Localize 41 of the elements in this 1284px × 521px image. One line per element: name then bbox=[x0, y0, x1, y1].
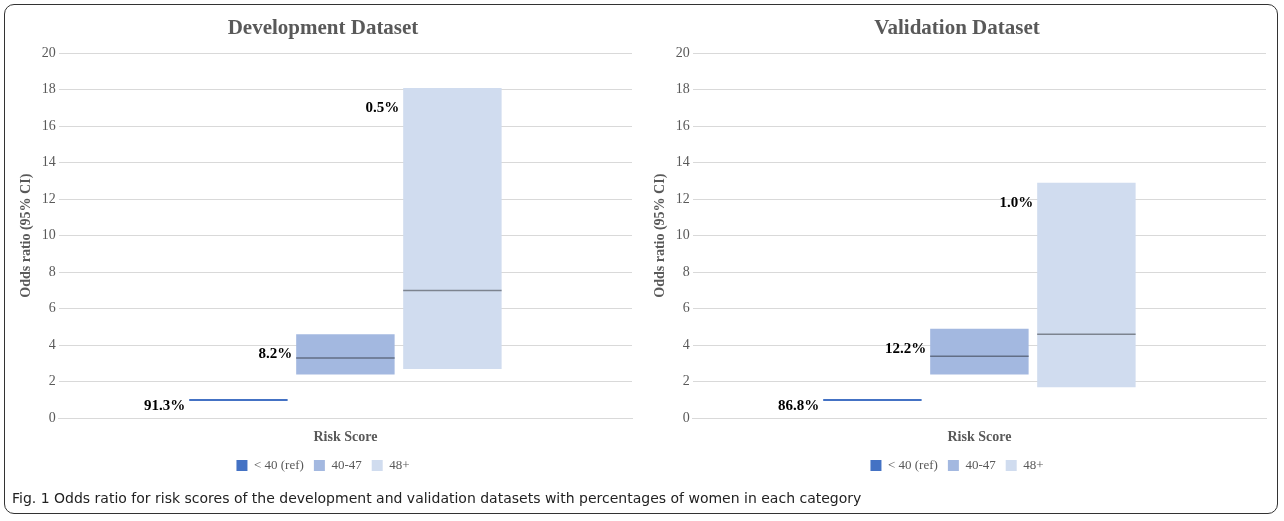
y-tick-label: 16 bbox=[41, 117, 56, 133]
y-tick-label: 2 bbox=[48, 373, 56, 389]
y-tick-label: 10 bbox=[675, 227, 690, 243]
text: 91.3% bbox=[143, 396, 186, 413]
y-tick-label: 0 bbox=[682, 409, 690, 425]
y-tick-label: 12 bbox=[675, 190, 690, 206]
y-tick-label: 12 bbox=[41, 190, 56, 206]
y-tick-label: 20 bbox=[41, 44, 56, 60]
legend-label: 48+ bbox=[389, 456, 410, 472]
legend-label: < 40 (ref) bbox=[887, 456, 938, 472]
y-tick-label: 2 bbox=[682, 373, 690, 389]
legend-label: < 40 (ref) bbox=[253, 456, 304, 472]
y-tick-label: 4 bbox=[682, 336, 690, 352]
y-tick-label: 6 bbox=[682, 300, 690, 316]
y-tick-label: 18 bbox=[41, 81, 56, 97]
chart-title: Development Dataset bbox=[227, 15, 419, 40]
legend-label: 48+ bbox=[1023, 456, 1044, 472]
y-tick-label: 4 bbox=[48, 336, 56, 352]
y-tick-label: 8 bbox=[48, 263, 56, 279]
y-tick-label: 14 bbox=[675, 154, 690, 170]
x-tick-label: Risk Score bbox=[313, 429, 378, 445]
legend-label: 40-47 bbox=[965, 456, 997, 472]
text: 1.0% bbox=[999, 193, 1034, 210]
y-tick-label: 8 bbox=[682, 263, 690, 279]
text: 8.2% bbox=[258, 345, 293, 362]
chart-title: Validation Dataset bbox=[874, 15, 1040, 40]
caption: Fig. 1 Odds ratio for risk scores of the development and validation datasets with percentages of women in each category bbox=[12, 490, 862, 506]
text: 0.5% bbox=[365, 98, 400, 115]
y-tick-label: 20 bbox=[675, 44, 690, 60]
y-tick-label: 6 bbox=[48, 300, 56, 316]
y-tick-label: 18 bbox=[675, 81, 690, 97]
y-axis-title: Odds ratio (95% CI) bbox=[18, 173, 35, 298]
y-tick-label: 0 bbox=[48, 409, 56, 425]
text: 86.8% bbox=[777, 396, 820, 413]
y-tick-label: 14 bbox=[41, 154, 56, 170]
text: 12.2% bbox=[884, 339, 927, 356]
legend-label: 40-47 bbox=[331, 456, 363, 472]
y-tick-label: 16 bbox=[675, 117, 690, 133]
y-axis-title: Odds ratio (95% CI) bbox=[652, 173, 669, 298]
y-tick-label: 10 bbox=[41, 227, 56, 243]
x-tick-label: Risk Score bbox=[947, 429, 1012, 445]
